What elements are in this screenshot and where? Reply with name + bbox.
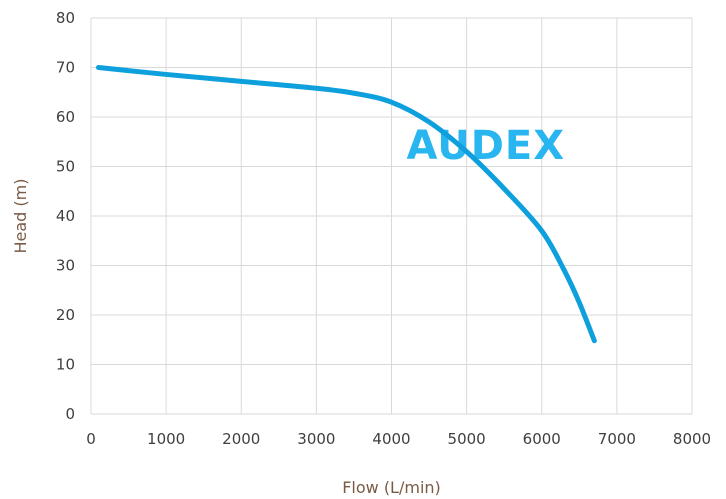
x-tick-label: 5000 [448,430,486,448]
y-tick-label: 20 [56,306,75,324]
x-tick-label: 2000 [222,430,260,448]
x-tick-label: 6000 [523,430,561,448]
y-tick-label: 70 [56,59,75,77]
y-tick-label: 30 [56,257,75,275]
x-axis-ticks: 0 1000 2000 3000 4000 5000 6000 7000 8000 [86,430,711,448]
x-tick-label: 1000 [147,430,185,448]
series-line [96,65,597,344]
y-tick-label: 80 [56,9,75,27]
series [96,65,597,344]
y-axis-ticks: 0 10 20 30 40 50 60 70 80 [56,9,75,423]
y-tick-label: 40 [56,207,75,225]
grid [90,17,693,415]
x-tick-label: 0 [86,430,96,448]
x-axis-title: Flow (L/min) [342,478,441,497]
y-tick-label: 10 [56,356,75,374]
x-tick-label: 7000 [598,430,636,448]
y-axis-title: Head (m) [11,179,30,254]
y-tick-label: 0 [65,405,75,423]
x-tick-label: 4000 [372,430,410,448]
watermark-logo: AUDEX [407,123,566,169]
y-tick-label: 60 [56,108,75,126]
x-tick-label: 8000 [673,430,711,448]
x-tick-label: 3000 [297,430,335,448]
y-tick-label: 50 [56,158,75,176]
